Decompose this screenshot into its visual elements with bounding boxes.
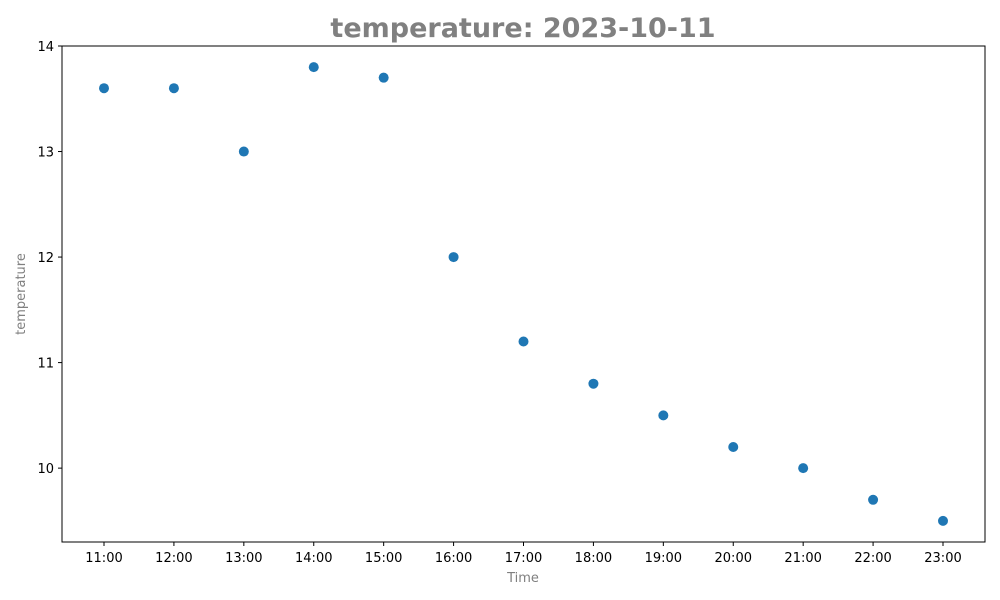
x-tick-label: 22:00: [854, 551, 891, 566]
data-point: [868, 494, 879, 505]
x-tick-label: 18:00: [575, 551, 612, 566]
x-tick-label: 12:00: [155, 551, 192, 566]
data-point: [168, 83, 179, 94]
y-tick-label: 14: [37, 40, 54, 55]
chart-title: temperature: 2023-10-11: [330, 13, 715, 44]
data-point: [238, 146, 249, 157]
y-tick-label: 11: [37, 357, 54, 372]
x-tick-label: 17:00: [505, 551, 542, 566]
x-tick-label: 21:00: [784, 551, 821, 566]
x-tick-label: 16:00: [435, 551, 472, 566]
data-point: [658, 410, 669, 421]
data-point: [99, 83, 109, 94]
y-tick-label: 10: [37, 462, 54, 477]
x-tick-label: 23:00: [924, 551, 961, 566]
x-tick-label: 20:00: [715, 551, 752, 566]
x-tick-label: 13:00: [225, 551, 262, 566]
y-tick-label: 12: [37, 251, 54, 266]
x-tick-label: 19:00: [645, 551, 682, 566]
data-point: [448, 252, 459, 263]
x-axis: 11:00 12:00 13:00 14:00 15:00 16:00 17:00 18:00…: [85, 542, 962, 566]
data-point: [728, 442, 739, 453]
x-tick-label: 15:00: [365, 551, 402, 566]
data-point: [378, 72, 389, 83]
data-point: [938, 515, 948, 526]
y-tick-label: 13: [37, 146, 54, 161]
data-point: [518, 336, 529, 347]
plot-area: [61, 45, 986, 543]
y-axis: 10 11 12 13 14: [37, 40, 62, 477]
y-axis-label: temperature: [14, 253, 29, 335]
x-tick-label: 11:00: [85, 551, 122, 566]
x-tick-label: 14:00: [295, 551, 332, 566]
data-points: [99, 62, 948, 526]
data-point: [798, 463, 809, 474]
x-axis-label: Time: [506, 571, 539, 586]
data-point: [588, 378, 599, 389]
data-point: [308, 62, 319, 73]
